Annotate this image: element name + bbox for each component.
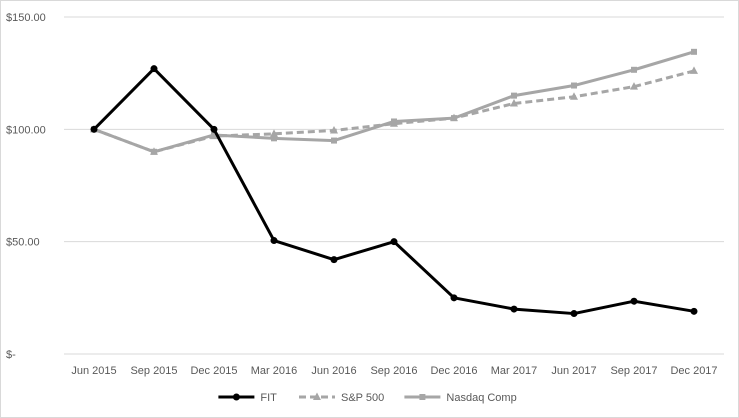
series-fit (90, 65, 698, 318)
x-tick-label: Jun 2017 (551, 365, 596, 377)
series-nasdaq-comp (91, 48, 697, 155)
data-point (390, 119, 398, 127)
series-s-p-500 (90, 66, 698, 155)
x-tick-label: Mar 2016 (251, 365, 297, 377)
data-point (331, 137, 337, 144)
series-line-fit (92, 67, 695, 316)
data-point (210, 125, 218, 133)
legend-marker (313, 392, 321, 400)
data-point (450, 113, 458, 122)
y-tick-label: $50.00 (6, 237, 40, 249)
data-point (691, 48, 697, 55)
data-point (630, 297, 638, 305)
legend-marker (419, 394, 426, 400)
data-point (631, 66, 637, 73)
data-point (510, 305, 518, 313)
x-tick-label: Jun 2016 (311, 365, 356, 377)
data-point (90, 125, 98, 133)
gridlines (64, 16, 724, 355)
data-point (630, 82, 638, 90)
data-point (390, 238, 398, 246)
x-tick-label: Dec 2015 (190, 365, 237, 377)
series-line-nasdaq-comp (93, 50, 695, 154)
x-tick-label: Sep 2017 (610, 365, 657, 377)
legend-label: FIT (260, 392, 277, 404)
data-point (571, 82, 577, 89)
data-point (150, 65, 158, 73)
x-tick-label: Jun 2015 (71, 365, 116, 377)
data-point (330, 256, 338, 264)
data-point (330, 125, 338, 134)
x-tick-label: Sep 2016 (370, 365, 417, 377)
data-point (271, 135, 277, 142)
legend-label: Nasdaq Comp (446, 392, 516, 404)
data-point (450, 294, 458, 302)
data-point (270, 237, 278, 245)
data-point (570, 92, 578, 100)
data-point (510, 98, 518, 107)
legend-item-nasdaq-comp: Nasdaq Comp (404, 392, 517, 404)
x-tick-label: Mar 2017 (491, 365, 537, 377)
legend-label: S&P 500 (341, 392, 384, 404)
legend-item-s-p-500: S&P 500 (299, 392, 384, 404)
x-tick-label: Sep 2015 (130, 365, 177, 377)
data-point (690, 66, 698, 74)
y-tick-label: $- (6, 349, 16, 361)
data-point (570, 310, 578, 318)
y-tick-label: $150.00 (6, 12, 46, 24)
data-point (210, 131, 218, 140)
data-point (150, 147, 158, 155)
series-line-s-p-500 (93, 69, 695, 154)
series-lines (90, 48, 698, 318)
x-axis-ticks: Jun 2015 Sep 2015 Dec 2015 Mar 2016 Jun 2016… (71, 365, 717, 377)
data-point (270, 129, 278, 137)
legend-item-fit: FIT (218, 392, 277, 404)
legend-marker (232, 393, 240, 401)
x-tick-label: Dec 2017 (670, 365, 717, 377)
x-tick-label: Dec 2016 (430, 365, 477, 377)
legend: FIT S&P 500 Nasdaq Comp (218, 392, 517, 404)
data-point (690, 307, 698, 315)
y-axis-ticks: $- $50.00 $100.00 $150.00 (6, 12, 46, 361)
y-tick-label: $100.00 (6, 124, 46, 136)
data-point (511, 92, 517, 99)
